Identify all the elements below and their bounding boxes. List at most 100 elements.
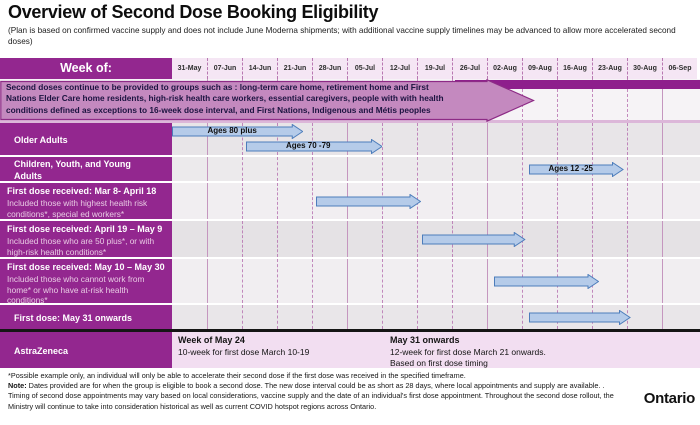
week-cell: 05-Jul <box>347 58 382 79</box>
week-cell: 02-Aug <box>487 58 522 79</box>
row-label: First dose received: April 19 – May 9Inc… <box>0 221 172 257</box>
timeline-row: First dose received: May 10 – May 30Incl… <box>0 259 700 303</box>
week-gridline <box>417 221 418 257</box>
week-cell: 28-Jun <box>312 58 347 79</box>
week-gridline <box>382 221 383 257</box>
banner-band: Second doses continue to be provided to … <box>0 79 700 122</box>
timeline-row: Children, Youth, and Young Adults Ages 12… <box>0 157 700 181</box>
week-gridline <box>557 183 558 219</box>
week-cell: 07-Jun <box>207 58 242 79</box>
footnotes: *Possible example only, an individual wi… <box>8 371 620 412</box>
month-gridline <box>347 305 348 329</box>
timeline-arrow <box>316 194 421 209</box>
week-gridline <box>312 259 313 303</box>
week-gridline <box>627 157 628 181</box>
month-gridline <box>662 259 663 303</box>
astrazeneca-label-text: AstraZeneca <box>14 346 68 357</box>
timeline-arrow: Ages 12 -25 <box>529 162 624 177</box>
astrazeneca-col2: May 31 onwards 12-week for first dose Ma… <box>390 335 546 369</box>
timeline-row: First dose received: April 19 – May 9Inc… <box>0 221 700 257</box>
timeline-arrow <box>422 232 525 247</box>
month-gridline <box>487 123 488 155</box>
week-cell: 06-Sep <box>662 58 697 79</box>
row-label-desc: Included those who cannot work from home… <box>7 274 166 306</box>
row-label-title: Older Adults <box>14 135 68 146</box>
week-gridline <box>557 123 558 155</box>
month-gridline <box>662 123 663 155</box>
timeline-arrow <box>529 310 631 325</box>
row-label-title: Children, Youth, and Young Adults <box>14 159 160 182</box>
astrazeneca-area: Week of May 24 10-week for first dose Ma… <box>172 332 700 368</box>
timeline-arrow: Ages 80 plus <box>172 124 303 139</box>
az-col2-body: 12-week for first dose March 21 onwards. <box>390 347 546 358</box>
week-gridline <box>277 221 278 257</box>
timeline-arrow <box>494 274 599 289</box>
month-gridline <box>487 183 488 219</box>
week-gridline <box>557 221 558 257</box>
week-gridline <box>382 157 383 181</box>
month-gridline <box>347 259 348 303</box>
timeline-row: Older Adults Ages 80 plus Ages 70 -79 <box>0 123 700 155</box>
week-cell: 23-Aug <box>592 58 627 79</box>
month-gridline <box>662 221 663 257</box>
timeline-row: First dose received: Mar 8- April 18Incl… <box>0 183 700 219</box>
week-gridline <box>382 305 383 329</box>
row-label-title: First dose received: May 10 – May 30 <box>7 262 166 273</box>
footnote-note: Note: Dates provided are for when the gr… <box>8 381 620 412</box>
row-label-desc: Included those with highest health risk … <box>7 198 166 219</box>
week-gridline <box>522 157 523 181</box>
timeline-arrow: Ages 70 -79 <box>246 139 383 154</box>
ontario-logo: Ontario <box>644 390 695 407</box>
month-gridline <box>207 221 208 257</box>
row-timeline-area <box>172 259 700 303</box>
note-body: Dates provided are for when the group is… <box>8 381 614 410</box>
week-gridline <box>452 183 453 219</box>
week-cell: 09-Aug <box>522 58 557 79</box>
week-gridline <box>417 259 418 303</box>
week-cell: 21-Jun <box>277 58 312 79</box>
week-gridline <box>277 183 278 219</box>
astrazeneca-col1: Week of May 24 10-week for first dose Ma… <box>178 335 309 358</box>
az-col1-body: 10-week for first dose March 10-19 <box>178 347 309 358</box>
week-gridline <box>452 305 453 329</box>
row-label: First dose: May 31 onwards <box>0 305 172 329</box>
footnote-asterisk: *Possible example only, an individual wi… <box>8 371 620 381</box>
month-gridline <box>207 259 208 303</box>
week-header-row: Week of: 31-May07-Jun14-Jun21-Jun28-Jun0… <box>0 58 700 79</box>
row-label: First dose received: Mar 8- April 18Incl… <box>0 183 172 219</box>
row-label-title: First dose: May 31 onwards <box>14 313 132 324</box>
week-gridline <box>312 305 313 329</box>
arrow-label: Ages 70 -79 <box>246 141 372 150</box>
week-gridline <box>277 305 278 329</box>
week-gridline <box>417 157 418 181</box>
month-gridline <box>487 305 488 329</box>
page-subtitle: (Plan is based on confirmed vaccine supp… <box>8 25 690 47</box>
row-timeline-area: Ages 80 plus Ages 70 -79 <box>172 123 700 155</box>
month-gridline <box>347 221 348 257</box>
row-label-desc: Included those who are 50 plus*, or with… <box>7 236 166 257</box>
arrow-label: Ages 80 plus <box>172 126 292 135</box>
row-timeline-area <box>172 305 700 329</box>
row-label: Children, Youth, and Young Adults <box>0 157 172 181</box>
row-label: Older Adults <box>0 123 172 155</box>
week-gridline <box>592 221 593 257</box>
astrazeneca-row: AstraZeneca Week of May 24 10-week for f… <box>0 332 700 368</box>
month-gridline <box>662 305 663 329</box>
week-gridline <box>242 259 243 303</box>
row-timeline-area <box>172 183 700 219</box>
row-label-title: First dose received: Mar 8- April 18 <box>7 186 166 197</box>
week-cell: 14-Jun <box>242 58 277 79</box>
infographic-page: Overview of Second Dose Booking Eligibil… <box>0 0 700 425</box>
week-cell: 26-Jul <box>452 58 487 79</box>
week-gridline <box>242 221 243 257</box>
week-gridline <box>627 183 628 219</box>
week-gridline <box>452 259 453 303</box>
month-gridline <box>662 183 663 219</box>
week-gridline <box>312 183 313 219</box>
week-gridline <box>242 183 243 219</box>
month-gridline <box>487 259 488 303</box>
week-gridline <box>522 123 523 155</box>
az-col2-title: May 31 onwards <box>390 335 546 347</box>
timeline-row: First dose: May 31 onwards <box>0 305 700 329</box>
banner-text: Second doses continue to be provided to … <box>6 82 458 116</box>
